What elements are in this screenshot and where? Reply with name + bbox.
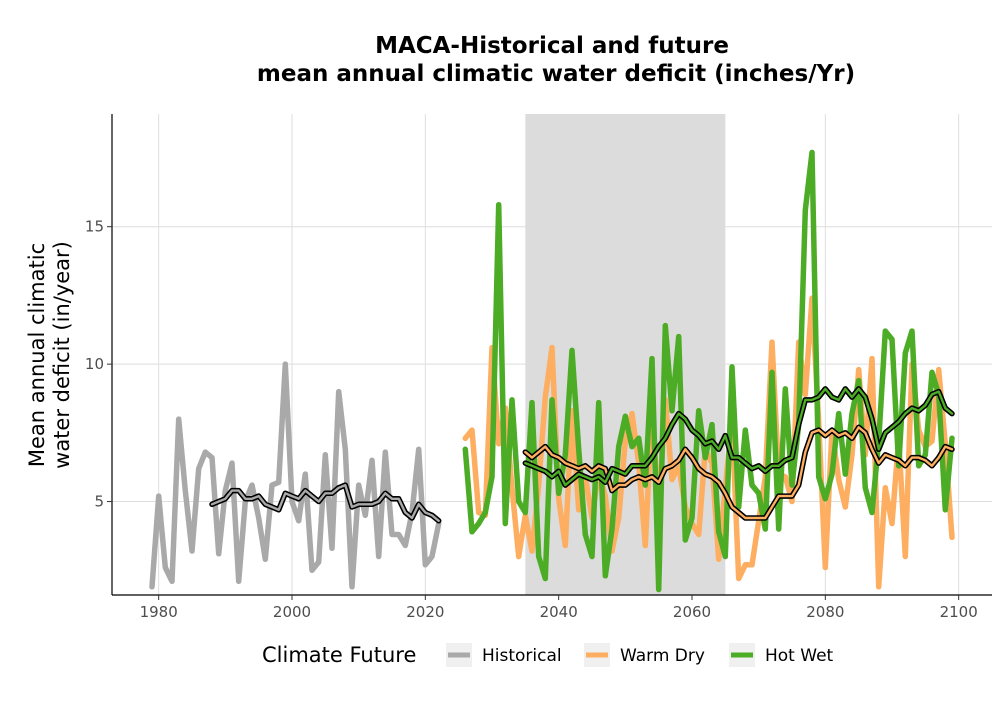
y-axis-title: Mean annual climatic water deficit (in/y… bbox=[25, 241, 74, 469]
x-tick-label: 2000 bbox=[273, 603, 311, 621]
moving-average-line-hot-wet bbox=[524, 387, 954, 487]
series-layer bbox=[149, 149, 955, 593]
x-tick-label: 2060 bbox=[673, 603, 711, 621]
y-tick-label: 10 bbox=[85, 355, 104, 373]
x-tick-label: 2100 bbox=[940, 603, 978, 621]
chart-title-line2: mean annual climatic water deficit (inch… bbox=[257, 61, 855, 87]
x-tick-label: 2020 bbox=[406, 603, 444, 621]
y-tick-label: 15 bbox=[85, 218, 104, 236]
moving-average-line-historical bbox=[210, 483, 440, 522]
x-tick-label: 2080 bbox=[806, 603, 844, 621]
legend-label: Hot Wet bbox=[765, 646, 834, 666]
legend-label: Warm Dry bbox=[620, 646, 705, 666]
moving-average-line-warm-dry bbox=[524, 426, 954, 520]
y-tick-label: 5 bbox=[94, 493, 104, 511]
series-line-warm-dry bbox=[462, 295, 955, 590]
series-line-historical bbox=[149, 361, 442, 590]
tick-layer: 1980 2000 2020 2040 2060 2080 2100 5 10 15 bbox=[85, 218, 978, 621]
legend-title: Climate Future bbox=[262, 643, 416, 667]
y-axis-title-line1: Mean annual climatic bbox=[25, 243, 49, 467]
x-tick-label: 1980 bbox=[140, 603, 178, 621]
chart-title-line1: MACA-Historical and future bbox=[375, 33, 729, 59]
legend: Climate Future Historical Warm Dry Hot Wet bbox=[262, 643, 834, 667]
y-axis-title-line2: water deficit (in/year) bbox=[50, 241, 74, 469]
legend-label: Historical bbox=[482, 646, 562, 666]
shaded-period bbox=[525, 114, 726, 595]
x-tick-label: 2040 bbox=[540, 603, 578, 621]
